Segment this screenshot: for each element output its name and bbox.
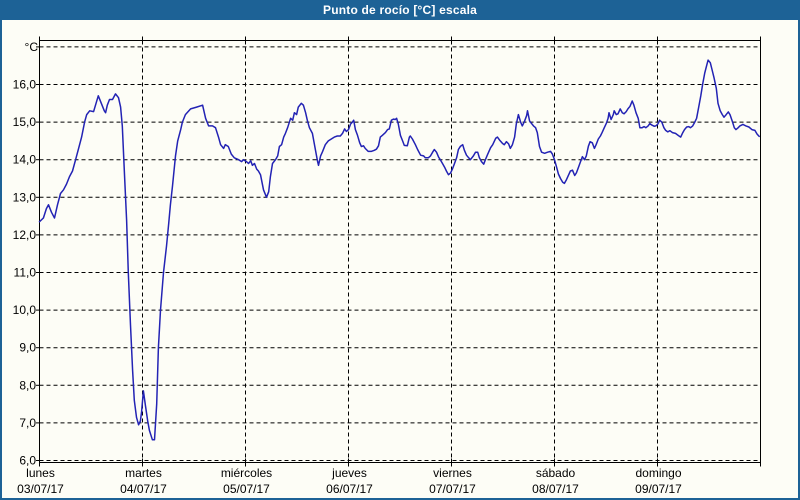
x-day-name-label: martes [125,466,162,480]
x-day-date-label: 05/07/17 [223,482,270,496]
x-day-name-label: viernes [433,466,472,480]
y-tick-label: 11,0 [14,266,37,280]
y-tick-label: 16,0 [13,78,37,92]
y-tick-label: 14,0 [13,153,37,167]
y-tick-label: 10,0 [13,303,37,317]
x-day-date-label: 09/07/17 [635,482,682,496]
x-day-name-label: sábado [536,466,576,480]
x-day-date-label: 04/07/17 [120,482,167,496]
x-day-date-label: 06/07/17 [326,482,373,496]
y-tick-label: 12,0 [13,228,37,242]
x-day-date-label: 07/07/17 [429,482,476,496]
series-line-punto-de-rocío [38,59,760,441]
plot-frame [39,40,761,463]
x-day-date-label: 08/07/17 [532,482,579,496]
y-tick-label: 6,0 [19,454,36,468]
y-tick-label: 8,0 [19,378,36,392]
y-tick-label: 13,0 [13,190,37,204]
y-tick-label: 15,0 [13,115,37,129]
y-tick-label: 7,0 [19,416,36,430]
y-tick-label: 9,0 [19,341,36,355]
page-title: Punto de rocío [°C] escala [322,3,478,17]
x-day-name-label: domingo [635,466,681,480]
x-day-name-label: jueves [331,466,367,480]
x-day-name-label: miércoles [221,466,272,480]
y-axis-unit-label: °C [25,40,39,54]
window-title-bar: Punto de rocío [°C] escala [0,0,800,20]
x-day-name-label: lunes [26,466,55,480]
x-day-date-label: 03/07/17 [17,482,64,496]
